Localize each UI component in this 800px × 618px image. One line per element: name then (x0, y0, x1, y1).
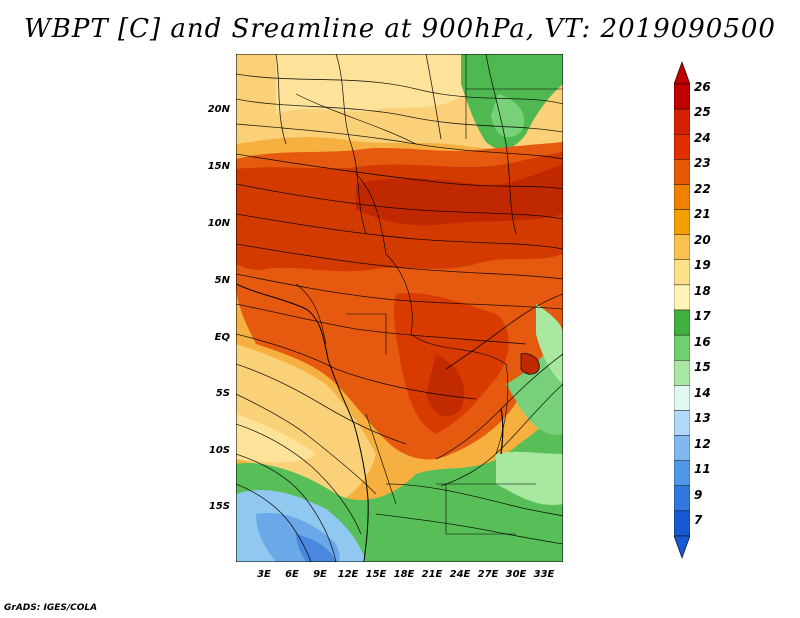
colorbar-segment (674, 209, 690, 235)
lat-label-20n: 20N (207, 104, 230, 115)
colorbar-label-7: 7 (694, 513, 703, 527)
colorbar-label-11: 11 (694, 462, 711, 476)
lon-label-3e: 3E (257, 569, 271, 580)
colorbar (674, 61, 690, 559)
colorbar-label-9: 9 (694, 488, 703, 502)
colorbar-label-12: 12 (694, 437, 711, 451)
wbpt-map (236, 54, 563, 562)
colorbar-label-24: 24 (694, 131, 711, 145)
colorbar-segment (674, 360, 690, 386)
colorbar-bottom-arrow (674, 535, 690, 559)
colorbar-segment (674, 284, 690, 311)
streamlines (236, 54, 563, 562)
country-borders (295, 54, 563, 535)
colorbar-segment (674, 134, 690, 160)
colorbar-label-26: 26 (694, 80, 711, 94)
colorbar-segment (674, 83, 690, 110)
lon-label-33e: 33E (533, 569, 555, 580)
lake-victoria (520, 353, 540, 375)
colorbar-label-19: 19 (694, 258, 711, 272)
colorbar-segment (674, 410, 690, 436)
colorbar-segment (674, 184, 690, 210)
colorbar-label-18: 18 (694, 284, 711, 298)
lon-label-12e: 12E (337, 569, 359, 580)
lon-label-27e: 27E (477, 569, 499, 580)
colorbar-label-22: 22 (694, 182, 711, 196)
lat-label-10s: 10S (208, 445, 230, 456)
lat-label-15s: 15S (208, 501, 230, 512)
colorbar-segment (674, 334, 690, 361)
colorbar-label-25: 25 (694, 105, 711, 119)
colorbar-segment (674, 159, 690, 185)
colorbar-segment (674, 435, 690, 461)
colorbar-label-17: 17 (694, 309, 711, 323)
lon-label-30e: 30E (505, 569, 527, 580)
colorbar-segment (674, 510, 690, 537)
colorbar-label-23: 23 (694, 156, 711, 170)
lon-label-24e: 24E (449, 569, 471, 580)
grads-credit: GrADS: IGES/COLA (4, 603, 98, 613)
lat-label-15n: 15N (207, 161, 230, 172)
lon-label-9e: 9E (313, 569, 327, 580)
colorbar-segment (674, 385, 690, 411)
colorbar-segment (674, 485, 690, 512)
lon-label-6e: 6E (285, 569, 299, 580)
lat-label-10n: 10N (207, 218, 230, 229)
colorbar-segment (674, 309, 690, 336)
colorbar-segment (674, 460, 690, 486)
lat-label-5n: 5N (214, 275, 230, 286)
colorbar-label-16: 16 (694, 335, 711, 349)
colorbar-label-15: 15 (694, 360, 711, 374)
colorbar-segment (674, 108, 690, 135)
colorbar-segment (674, 234, 690, 260)
lake-tanganyika (500, 408, 504, 455)
lat-label-5s: 5S (215, 388, 230, 399)
lon-label-18e: 18E (393, 569, 415, 580)
lon-label-15e: 15E (365, 569, 387, 580)
chart-title: WBPT [C] and Sreamline at 900hPa, VT: 20… (24, 14, 776, 44)
coastline (236, 283, 369, 562)
colorbar-segment (674, 259, 690, 286)
colorbar-label-13: 13 (694, 411, 711, 425)
colorbar-top-arrow (674, 61, 690, 85)
colorbar-label-20: 20 (694, 233, 711, 247)
colorbar-label-14: 14 (694, 386, 711, 400)
lon-label-21e: 21E (421, 569, 443, 580)
colorbar-label-21: 21 (694, 207, 711, 221)
field-sw-cool (236, 344, 376, 504)
lat-label-eq: EQ (214, 332, 230, 343)
